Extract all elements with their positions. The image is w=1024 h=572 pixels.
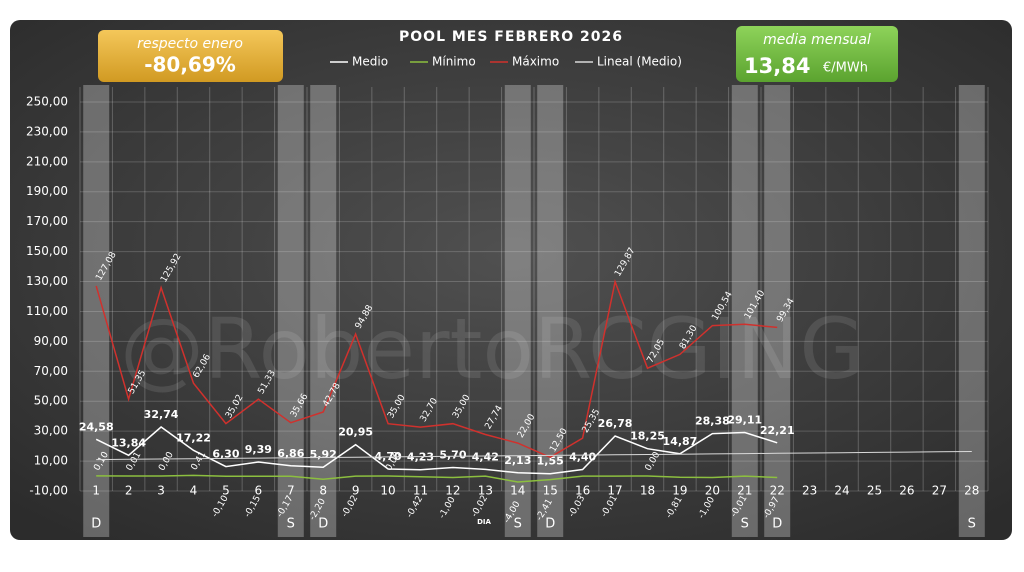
weekend-band [277,85,304,537]
value-label: 29,11 [727,413,762,426]
panel [10,20,1012,540]
x-tick-label: 10 [380,484,395,498]
y-tick-label: 110,00 [26,304,68,318]
value-label: 18,25 [630,430,665,443]
x-tick-label: 28 [964,484,979,498]
x-tick-label: 3 [157,484,165,498]
legend-label: Máximo [512,55,559,69]
change-label: respecto enero [137,36,243,52]
day-marker: D [318,517,328,532]
value-label: 5,70 [439,449,466,462]
x-tick-label: 1 [92,484,100,498]
value-label: 4,23 [407,451,434,464]
series-line [96,451,972,461]
value-label: 4,40 [569,450,596,463]
value-label: 6,86 [277,447,304,460]
y-tick-label: 70,00 [34,364,68,378]
x-tick-label: 19 [672,484,687,498]
day-marker: S [968,517,976,532]
avg-value: 13,84 [744,54,810,78]
weekend-band [764,85,791,537]
day-marker: D [91,517,101,532]
day-marker: D [772,517,782,532]
y-tick-label: 190,00 [26,184,68,198]
y-tick-label: 50,00 [34,394,68,408]
y-tick-label: 250,00 [26,94,68,108]
x-tick-label: 6 [255,484,263,498]
x-tick-label: 8 [319,484,327,498]
y-tick-label: -10,00 [29,484,68,498]
x-tick-label: 12 [445,484,460,498]
series-line [95,279,778,459]
avg-box [736,26,898,82]
weekend-band [504,85,531,537]
x-tick-label: 11 [413,484,428,498]
x-tick-label: 9 [352,484,360,498]
y-tick-label: 170,00 [26,214,68,228]
value-label: 32,74 [144,408,179,421]
x-tick-label: 4 [190,484,198,498]
weekend-band [537,85,564,537]
x-axis-label: DIA [477,518,491,526]
day-marker: S [287,517,295,532]
y-tick-label: 30,00 [34,424,68,438]
x-tick-label: 25 [867,484,882,498]
value-label: 14,87 [663,435,698,448]
weekend-band [83,85,110,537]
y-tick-label: 130,00 [26,274,68,288]
value-label: 13,84 [111,436,146,449]
value-label: 2,13 [504,454,531,467]
x-tick-label: 23 [802,484,817,498]
weekend-band [958,85,985,537]
avg-unit: €/MWh [823,61,868,76]
value-label: 5,92 [310,448,337,461]
x-tick-label: 18 [640,484,655,498]
legend-label: Lineal (Medio) [597,55,682,69]
y-tick-label: 210,00 [26,154,68,168]
value-label: 24,58 [79,420,114,433]
y-tick-label: 10,00 [34,454,68,468]
weekend-band [731,85,758,537]
change-value: -80,69% [144,53,236,77]
value-label: 4,42 [472,450,499,463]
value-label: 17,22 [176,431,211,444]
value-label: 28,38 [695,415,730,428]
day-marker: D [545,517,555,532]
x-tick-label: 16 [575,484,590,498]
x-tick-label: 27 [932,484,947,498]
y-tick-label: 150,00 [26,244,68,258]
chart-title: POOL MES FEBRERO 2026 [399,29,623,45]
day-marker: S [514,517,522,532]
watermark: @RobertoRCGING [120,300,864,398]
value-label: 20,95 [338,426,373,439]
y-tick-label: 230,00 [26,124,68,138]
x-tick-label: 26 [899,484,914,498]
x-tick-label: 24 [834,484,849,498]
series-line [96,474,778,483]
x-tick-label: 7 [287,484,295,498]
value-label: 22,21 [760,424,795,437]
x-tick-label: 20 [705,484,720,498]
x-tick-label: 14 [510,484,525,498]
change-box [98,30,283,82]
x-tick-label: 22 [770,484,785,498]
avg-label: media mensual [763,32,871,48]
y-tick-label: 90,00 [34,334,68,348]
x-tick-label: 13 [478,484,493,498]
day-marker: S [741,517,749,532]
value-label: 26,78 [598,417,633,430]
legend-label: Medio [352,55,388,69]
value-label: 1,55 [537,455,564,468]
x-tick-label: 15 [543,484,558,498]
value-label: 6,30 [212,448,239,461]
legend-label: Mínimo [432,55,476,69]
value-label: 9,39 [245,443,272,456]
x-tick-label: 2 [125,484,133,498]
x-tick-label: 17 [607,484,622,498]
x-tick-label: 5 [222,484,230,498]
x-tick-label: 21 [737,484,752,498]
